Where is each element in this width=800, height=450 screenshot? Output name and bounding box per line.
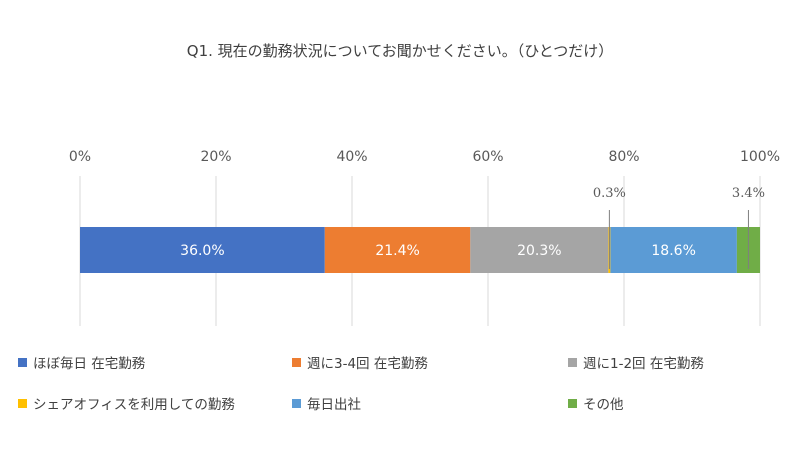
data-label: 21.4% [375,243,419,259]
data-label: 36.0% [180,243,224,259]
x-tick-label: 100% [740,149,780,165]
x-tick-label: 60% [472,149,503,165]
bar-segment [610,227,737,273]
x-tick-label: 20% [200,149,231,165]
bar-segment [470,227,609,273]
bar-segment [80,227,325,273]
x-tick-label: 0% [69,149,91,165]
data-label: 3.4% [732,186,765,201]
bar-segment [324,227,471,273]
x-tick-label: 80% [608,149,639,165]
chart-title: Q1. 現在の勤務状況についてお聞かせください。（ひとつだけ） [187,42,613,60]
data-label: 0.3% [593,186,626,201]
data-label: 18.6% [651,243,695,259]
x-tick-label: 40% [336,149,367,165]
data-label: 20.3% [517,243,561,259]
